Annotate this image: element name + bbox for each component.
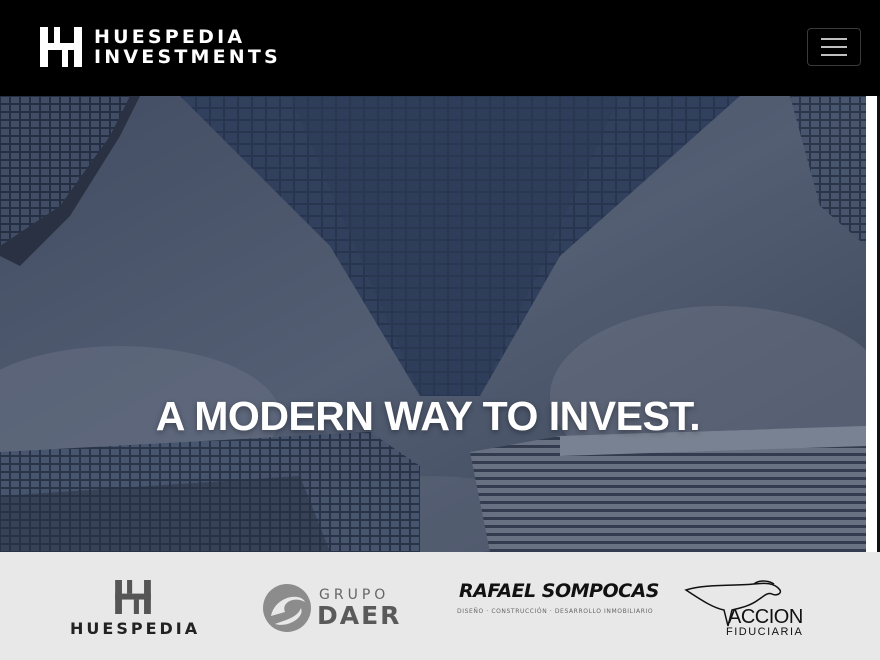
partner-line-1: RAFAEL SOMPOCAS: [459, 580, 659, 602]
partner-name: HUESPEDIA: [70, 619, 201, 638]
page-scrollbar-gutter: [866, 96, 880, 552]
hero-headline: A MODERN WAY TO INVEST.: [155, 393, 701, 439]
partner-line-2: FIDUCIARIA: [726, 626, 804, 638]
brand-line-1: HUESPEDIA: [94, 26, 246, 48]
hamburger-menu-icon: [821, 38, 847, 40]
hh-monogram-icon: [40, 27, 82, 67]
hh-monogram-icon: [114, 580, 151, 614]
top-navbar: HUESPEDIA INVESTMENTS: [0, 0, 880, 96]
cheetah-icon: [684, 580, 782, 627]
partner-line-1: ACCION: [728, 606, 803, 628]
partner-line-2: DISEÑO · CONSTRUCCIÓN · DESARROLLO INMOB…: [457, 608, 654, 615]
daer-swirl-icon: [263, 584, 311, 632]
brand-logo-link[interactable]: HUESPEDIA INVESTMENTS: [40, 27, 281, 67]
partner-logo-huespedia[interactable]: HUESPEDIA: [70, 580, 201, 642]
hero-banner: A MODERN WAY TO INVEST.: [0, 96, 866, 552]
partner-logo-accion-fiduciaria[interactable]: ACCION FIDUCIARIA: [684, 580, 809, 640]
partner-logo-rafael-sompocas[interactable]: RAFAEL SOMPOCAS DISEÑO · CONSTRUCCIÓN · …: [455, 580, 659, 624]
brand-line-2: INVESTMENTS: [94, 46, 281, 68]
partner-logos-strip: HUESPEDIA GRUPO DAER RAFAEL SOMPOCAS DIS…: [0, 552, 880, 660]
brand-name: HUESPEDIA INVESTMENTS: [94, 27, 281, 67]
menu-toggle-button[interactable]: [807, 28, 861, 66]
partner-logo-grupo-daer[interactable]: GRUPO DAER: [261, 582, 413, 634]
partner-line-2: DAER: [317, 601, 402, 630]
skyscrapers-background-image: [0, 96, 866, 552]
partner-line-1: GRUPO: [319, 587, 390, 603]
